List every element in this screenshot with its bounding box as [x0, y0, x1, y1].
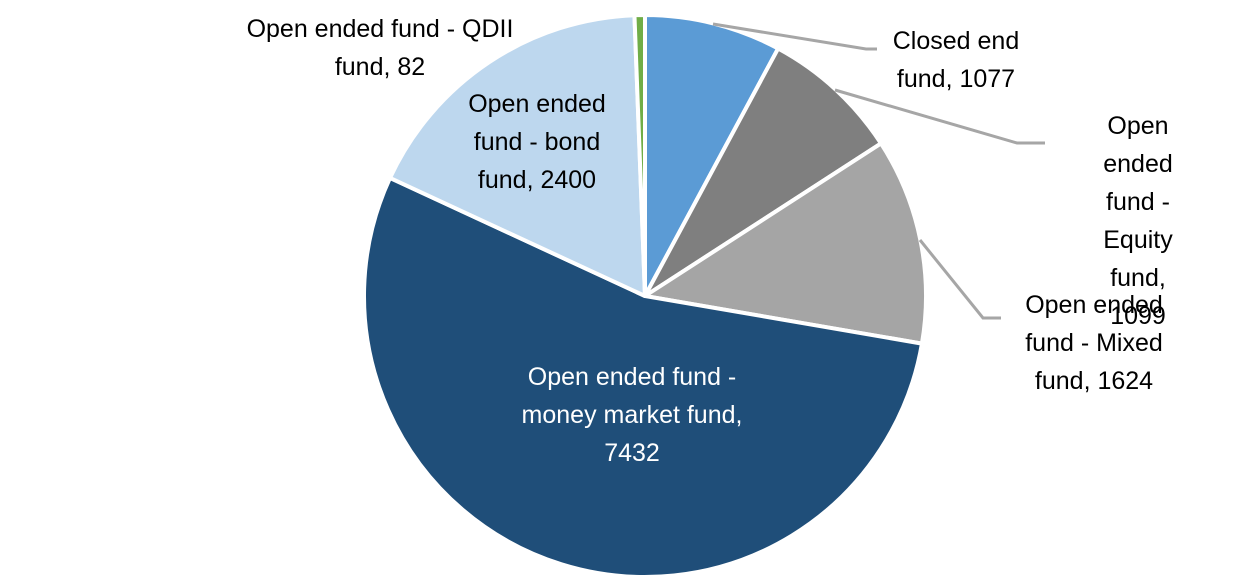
leader-line-closed-end-fund: [712, 22, 877, 51]
data-label-qdii-fund: Open ended fund - QDII fund, 82: [246, 15, 514, 81]
leader-line-open-ended-equity-fund: [834, 88, 1045, 145]
data-label-closed-end-fund: Closed end fund, 1077: [892, 27, 1020, 93]
pie-slice-open-ended-qdii-fund[interactable]: [632, 13, 647, 298]
pie-slice-open-ended-money-market-fund[interactable]: [362, 175, 924, 579]
leader-line-open-ended-mixed-fund: [918, 239, 1001, 320]
data-label-equity-fund: Open ended fund - Equity fund, 1099: [1103, 112, 1173, 330]
pie-slice-open-ended-mixed-fund[interactable]: [643, 141, 928, 346]
data-label-mixed-fund: Open ended fund - Mixed fund, 1624: [1025, 291, 1163, 395]
pie-slices: [362, 13, 928, 579]
data-label-money-market-fund: Open ended fund - money market fund, 743…: [521, 363, 743, 467]
pie-slice-open-ended-bond-fund[interactable]: [388, 13, 647, 298]
data-label-bond-fund: Open ended fund - bond fund, 2400: [468, 90, 606, 194]
